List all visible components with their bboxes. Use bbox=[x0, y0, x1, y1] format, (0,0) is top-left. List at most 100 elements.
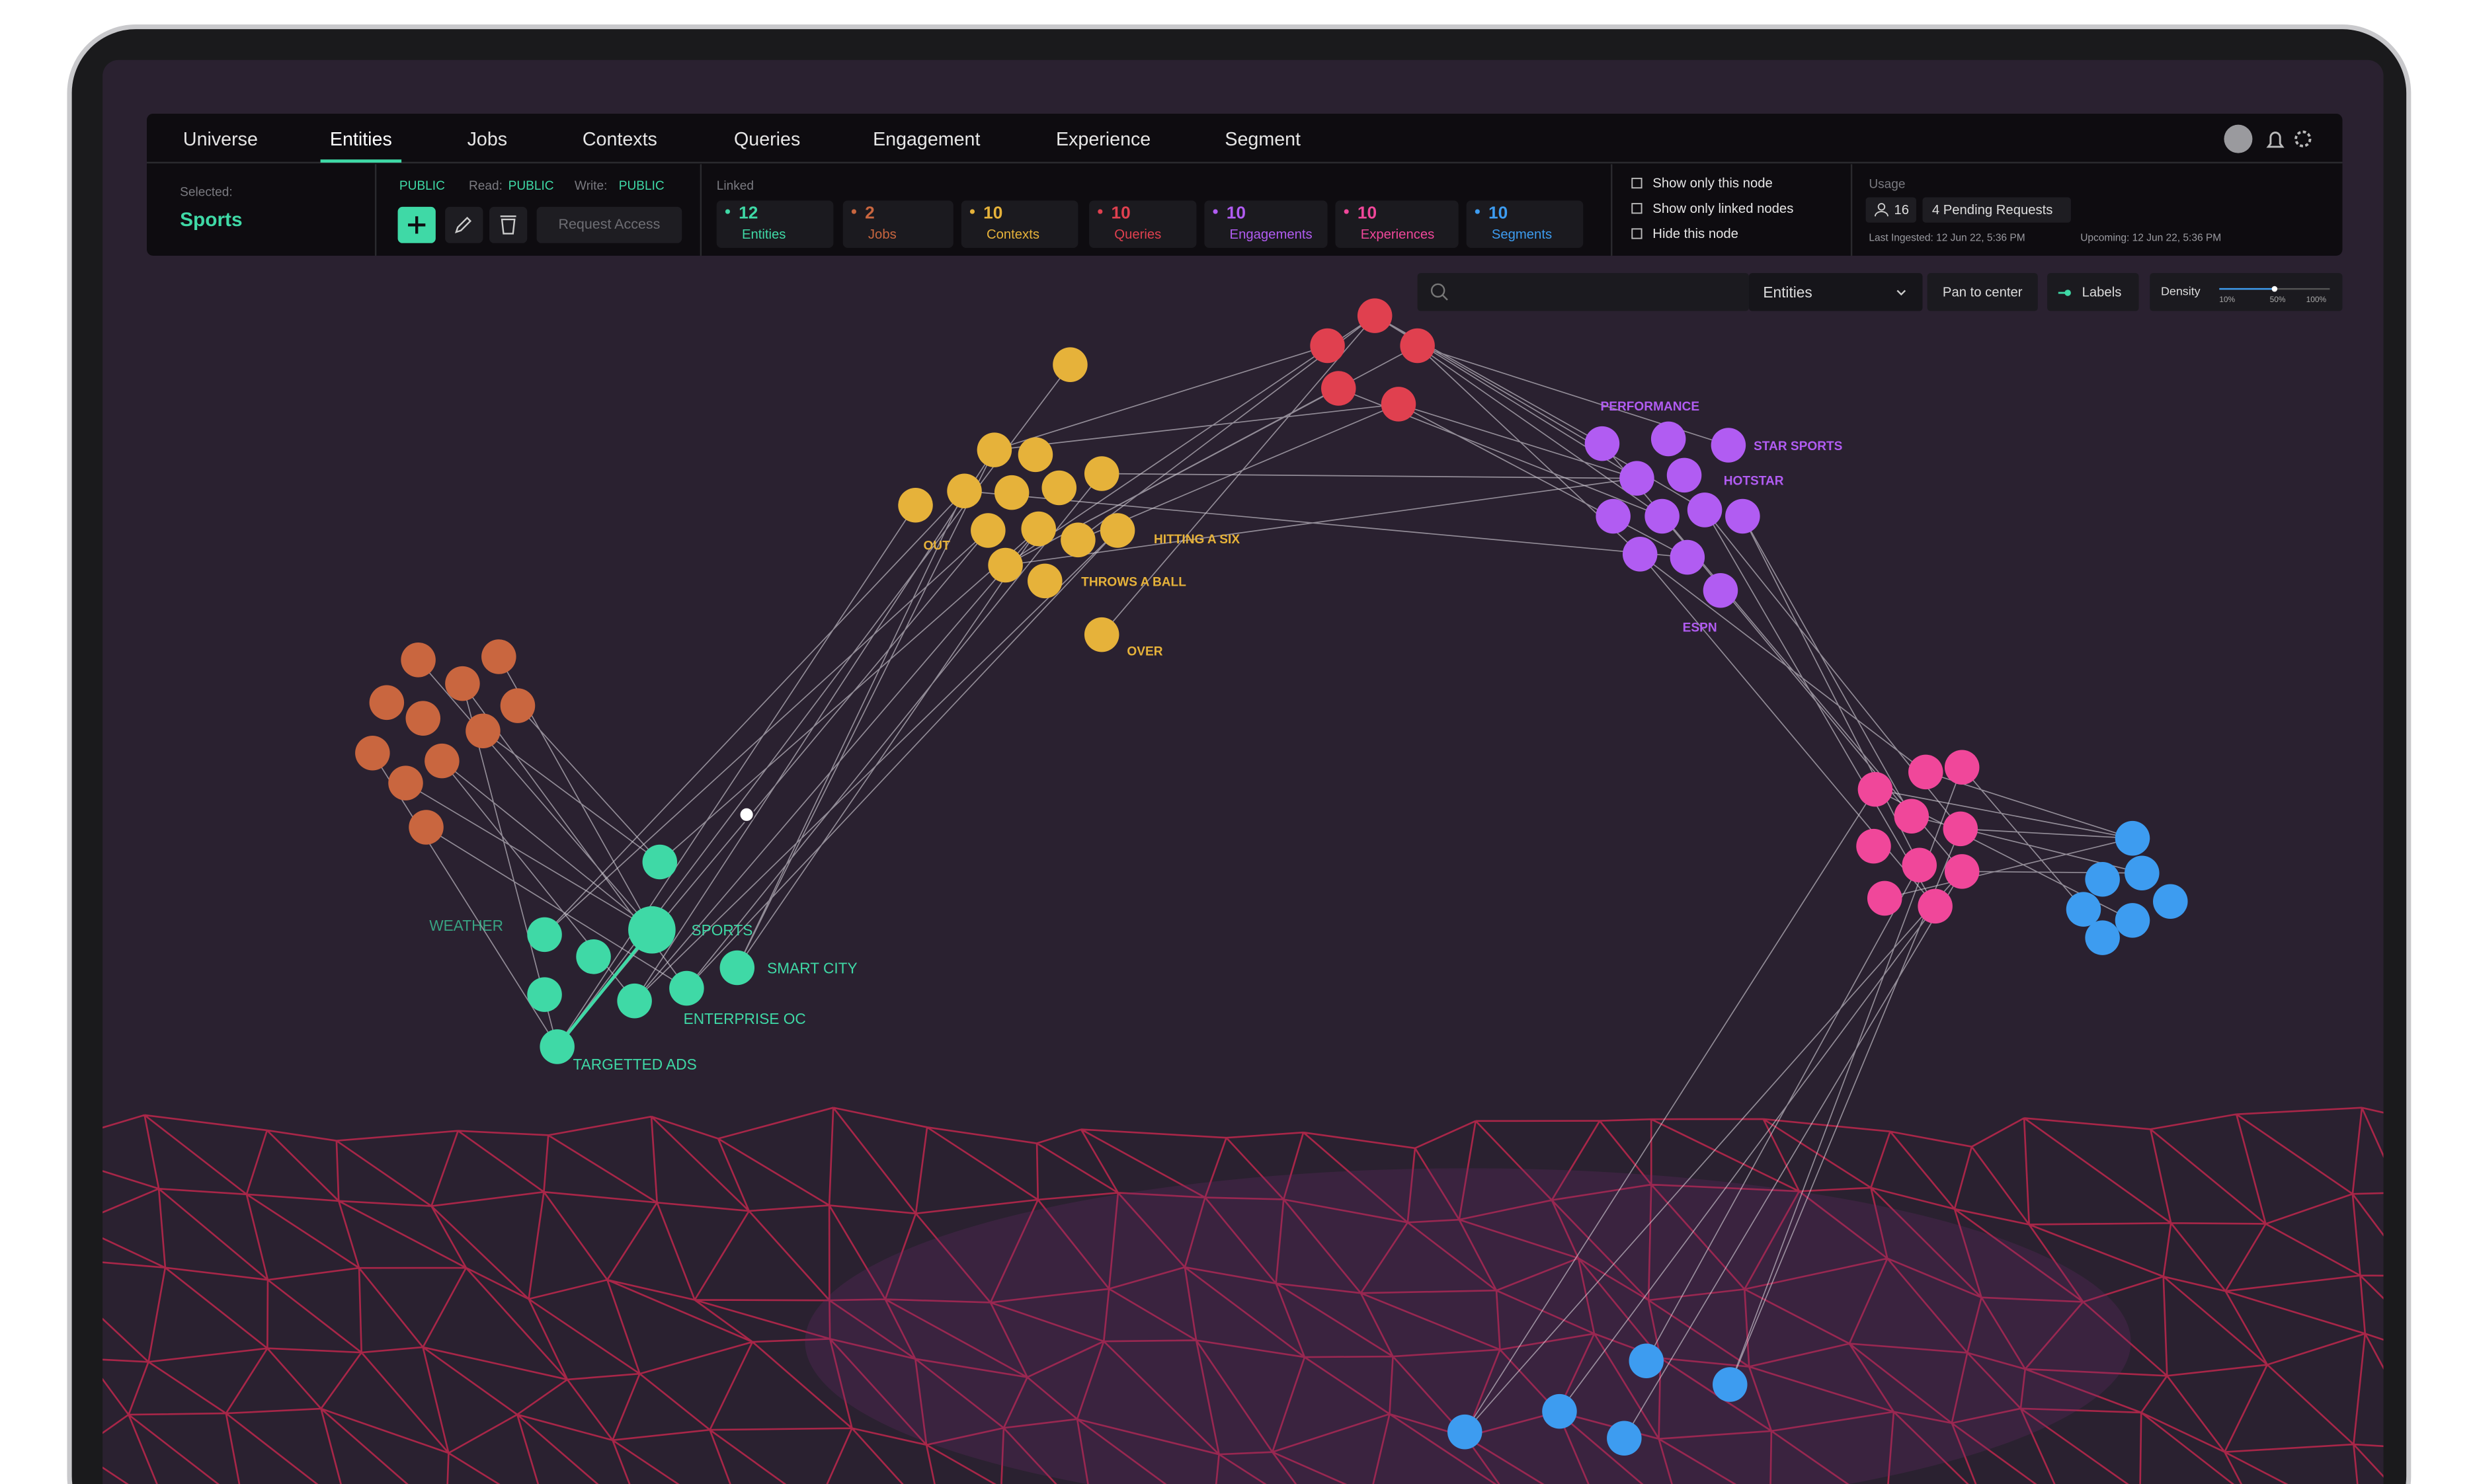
graph-node[interactable] bbox=[2115, 820, 2150, 856]
nav-tab[interactable]: Contexts bbox=[583, 129, 657, 150]
graph-node[interactable] bbox=[405, 701, 441, 736]
linked-chip[interactable] bbox=[842, 200, 953, 248]
graph-node[interactable] bbox=[1687, 492, 1723, 527]
labels-button[interactable] bbox=[2047, 273, 2139, 311]
density-control[interactable] bbox=[2150, 273, 2343, 311]
graph-node[interactable] bbox=[2066, 892, 2101, 927]
linked-chip[interactable] bbox=[961, 200, 1078, 248]
search-box[interactable] bbox=[1417, 273, 1749, 311]
graph-node[interactable] bbox=[401, 643, 436, 678]
graph-node[interactable] bbox=[1357, 298, 1393, 333]
graph-node[interactable] bbox=[1084, 617, 1119, 652]
graph-node[interactable] bbox=[1310, 328, 1345, 364]
nav-tab[interactable]: Experience bbox=[1056, 129, 1151, 150]
pending-box[interactable] bbox=[1922, 197, 2071, 223]
graph-node[interactable] bbox=[1622, 537, 1658, 572]
graph-node[interactable] bbox=[971, 513, 1006, 548]
nav-tab[interactable]: Entities bbox=[330, 129, 392, 150]
graph-node[interactable] bbox=[1725, 498, 1760, 534]
graph-node[interactable] bbox=[500, 688, 536, 723]
graph-node[interactable] bbox=[1629, 1343, 1664, 1378]
graph-node[interactable] bbox=[1650, 421, 1686, 457]
graph-node[interactable] bbox=[994, 475, 1030, 510]
graph-node[interactable] bbox=[617, 983, 652, 1019]
graph-node[interactable] bbox=[1908, 754, 1943, 790]
graph-node[interactable] bbox=[977, 432, 1012, 467]
graph-node[interactable] bbox=[1944, 750, 1980, 785]
graph-node[interactable] bbox=[628, 906, 676, 954]
graph-node[interactable] bbox=[1902, 847, 1937, 883]
graph-node[interactable] bbox=[1447, 1414, 1482, 1450]
nav-tab[interactable]: Jobs bbox=[467, 129, 507, 150]
graph-node[interactable] bbox=[388, 765, 423, 801]
graph-node[interactable] bbox=[898, 487, 933, 523]
graph-node[interactable] bbox=[1713, 1367, 1748, 1402]
density-handle[interactable] bbox=[2271, 286, 2278, 292]
nav-tab[interactable]: Universe bbox=[183, 129, 258, 150]
graph-node[interactable] bbox=[1703, 572, 1738, 608]
graph-node[interactable] bbox=[2153, 884, 2188, 919]
graph-node[interactable] bbox=[1607, 1421, 1642, 1456]
settings-icon[interactable] bbox=[2294, 130, 2312, 147]
delete-button[interactable] bbox=[489, 206, 528, 243]
avatar[interactable] bbox=[2224, 124, 2253, 153]
graph-node[interactable] bbox=[1867, 880, 1902, 916]
nav-tab[interactable]: Segment bbox=[1225, 129, 1301, 150]
graph-node[interactable] bbox=[481, 639, 516, 674]
graph-node[interactable] bbox=[1670, 539, 1705, 575]
notifications-icon[interactable] bbox=[2266, 132, 2285, 148]
graph-node[interactable] bbox=[1381, 387, 1416, 422]
graph-node[interactable] bbox=[1644, 498, 1680, 534]
linked-chip[interactable] bbox=[1466, 200, 1584, 248]
graph-node[interactable] bbox=[1061, 522, 1096, 558]
graph-node[interactable] bbox=[642, 844, 678, 880]
graph-node[interactable] bbox=[947, 473, 982, 509]
graph-node[interactable] bbox=[719, 950, 755, 986]
nav-tab[interactable]: Engagement bbox=[873, 129, 980, 150]
graph-node[interactable] bbox=[425, 743, 460, 779]
graph-node[interactable] bbox=[576, 939, 611, 974]
graph-node[interactable] bbox=[669, 970, 704, 1006]
nav-tab[interactable]: Queries bbox=[734, 129, 800, 150]
graph-node[interactable] bbox=[2125, 855, 2160, 890]
graph-node[interactable] bbox=[1053, 347, 1088, 382]
graph-node[interactable] bbox=[355, 735, 390, 771]
graph-node[interactable] bbox=[466, 713, 501, 749]
filter-dropdown[interactable] bbox=[1748, 273, 1923, 311]
graph-node[interactable] bbox=[988, 547, 1023, 583]
linked-chip[interactable] bbox=[1089, 200, 1197, 248]
graph-node[interactable] bbox=[1619, 461, 1654, 496]
graph-node[interactable] bbox=[2085, 862, 2120, 897]
graph-node[interactable] bbox=[540, 1029, 575, 1064]
graph-node[interactable] bbox=[1666, 457, 1702, 493]
graph-node[interactable] bbox=[1542, 1393, 1577, 1429]
graph-node[interactable] bbox=[1856, 828, 1891, 864]
linked-chip[interactable] bbox=[716, 200, 834, 248]
graph-node[interactable] bbox=[1028, 563, 1063, 599]
graph-node[interactable] bbox=[369, 685, 405, 721]
linked-chip[interactable] bbox=[1204, 200, 1328, 248]
request-access-button[interactable] bbox=[536, 206, 682, 243]
graph-node[interactable] bbox=[1018, 437, 1053, 473]
graph-node[interactable] bbox=[1943, 811, 1978, 847]
checkbox[interactable] bbox=[1631, 203, 1643, 214]
graph-node[interactable] bbox=[1400, 328, 1435, 364]
edit-button[interactable] bbox=[445, 206, 483, 243]
graph-node[interactable] bbox=[1944, 854, 1980, 889]
graph-node[interactable] bbox=[527, 917, 562, 953]
graph-node[interactable] bbox=[1021, 511, 1056, 547]
graph-node[interactable] bbox=[2115, 903, 2150, 938]
graph-node[interactable] bbox=[2085, 920, 2120, 955]
graph-node[interactable] bbox=[409, 810, 444, 845]
graph-node[interactable] bbox=[1596, 498, 1631, 534]
pan-button[interactable] bbox=[1927, 273, 2038, 311]
graph-node[interactable] bbox=[1918, 888, 1953, 924]
checkbox[interactable] bbox=[1631, 177, 1643, 189]
graph-node[interactable] bbox=[527, 977, 562, 1012]
graph-node[interactable] bbox=[1041, 470, 1077, 506]
graph-node[interactable] bbox=[1857, 771, 1893, 807]
graph-node[interactable] bbox=[1321, 371, 1356, 406]
graph-node[interactable] bbox=[1084, 456, 1119, 491]
graph-node[interactable] bbox=[1711, 428, 1746, 463]
checkbox[interactable] bbox=[1631, 228, 1643, 239]
